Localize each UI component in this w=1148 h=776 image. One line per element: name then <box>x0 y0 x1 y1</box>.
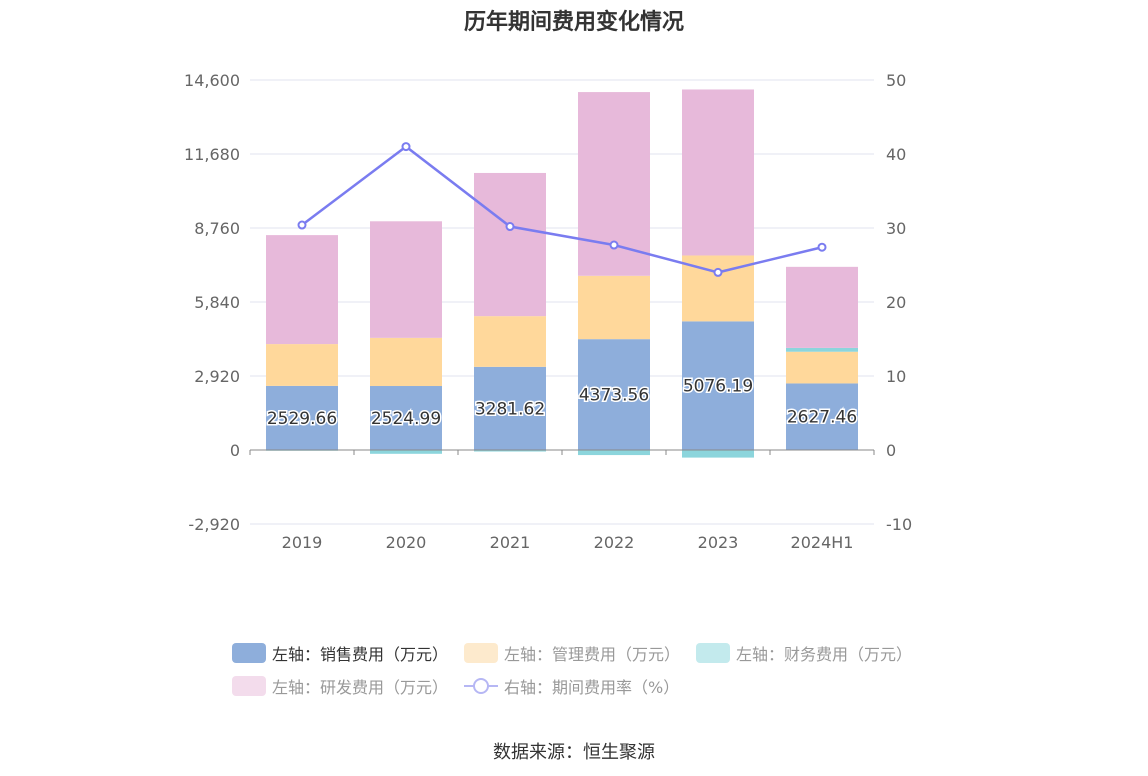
left-tick-label: 0 <box>230 441 240 460</box>
left-tick-label: 8,760 <box>194 219 240 238</box>
x-tick-label: 2023 <box>698 533 739 552</box>
bar-segment[interactable] <box>370 337 442 387</box>
bar-segment[interactable] <box>786 266 858 348</box>
x-tick-label: 2024H1 <box>791 533 854 552</box>
bar-value-label: 5076.19 <box>683 377 753 397</box>
bars <box>266 89 858 458</box>
bar-value-label: 2524.99 <box>371 409 441 429</box>
right-tick-label: 40 <box>886 145 906 164</box>
bar-segment[interactable] <box>266 385 338 450</box>
right-tick-label: -10 <box>886 515 912 534</box>
bar-segment[interactable] <box>682 89 754 256</box>
rate-point[interactable] <box>817 242 827 252</box>
right-tick-label: 20 <box>886 293 906 312</box>
bar-value-label: 3281.62 <box>475 399 545 419</box>
bar-segment[interactable] <box>578 450 650 456</box>
legend-finance-label: 左轴：财务费用（万元） <box>736 645 913 664</box>
rate-point[interactable] <box>401 142 411 152</box>
left-tick-label: -2,920 <box>188 515 240 534</box>
right-tick-label: 50 <box>886 71 906 90</box>
legend-rd[interactable]: 左轴：研发费用（万元） <box>232 674 448 698</box>
bar-value-labels: 2529.66 2524.99 3281.62 4373.56 5076.19 2627.… <box>265 375 858 430</box>
bar-segment[interactable] <box>474 172 546 317</box>
bar-segment[interactable] <box>682 450 754 458</box>
legend-rd-label: 左轴：研发费用（万元） <box>272 678 449 697</box>
bar-segment[interactable] <box>370 386 442 450</box>
bar-segment[interactable] <box>370 221 442 338</box>
rate-line <box>297 142 827 277</box>
legend-rate-label: 右轴：期间费用率（%） <box>504 678 680 697</box>
right-axis-ticks: -10 0 10 20 30 40 50 <box>886 71 912 534</box>
bar-value-label: 2529.66 <box>267 409 337 429</box>
bar-segment[interactable] <box>370 450 442 454</box>
right-tick-label: 30 <box>886 219 906 238</box>
left-tick-label: 11,680 <box>184 145 240 164</box>
legend-admin-swatch <box>464 643 498 663</box>
x-axis-ticks: 2019 2020 2021 2022 2023 2024H1 <box>249 450 875 552</box>
rate-line-path <box>301 145 823 274</box>
legend-rate-swatch <box>464 678 498 694</box>
bar-segment[interactable] <box>786 351 858 384</box>
bar-segment[interactable] <box>578 339 650 450</box>
left-tick-label: 5,840 <box>194 293 240 312</box>
bar-segment[interactable] <box>682 321 754 450</box>
legend-finance-swatch <box>696 643 730 663</box>
legend-admin[interactable]: 左轴：管理费用（万元） <box>464 641 680 665</box>
legend-admin-label: 左轴：管理费用（万元） <box>504 645 681 664</box>
legend-sales[interactable]: 左轴：销售费用（万元） <box>232 641 448 665</box>
bar-segment[interactable] <box>266 344 338 386</box>
right-tick-label: 0 <box>886 441 896 460</box>
left-tick-label: 2,920 <box>194 367 240 386</box>
bar-segment[interactable] <box>474 450 546 452</box>
bar-segment[interactable] <box>474 316 546 367</box>
x-tick-label: 2020 <box>386 533 427 552</box>
rate-point[interactable] <box>609 240 619 250</box>
legend-rate[interactable]: 右轴：期间费用率（%） <box>464 674 679 698</box>
bar-segment[interactable] <box>786 383 858 450</box>
right-tick-label: 10 <box>886 367 906 386</box>
x-tick-label: 2022 <box>594 533 635 552</box>
rate-point[interactable] <box>713 267 723 277</box>
bar-value-label: 4373.56 <box>579 386 649 406</box>
bar-segment[interactable] <box>474 366 546 450</box>
bar-segment[interactable] <box>578 275 650 340</box>
grid-lines <box>250 79 874 525</box>
source-note: 数据来源：恒生聚源 <box>493 742 655 763</box>
rate-point[interactable] <box>297 220 307 230</box>
legend-sales-swatch <box>232 643 266 663</box>
left-tick-label: 14,600 <box>184 71 240 90</box>
left-axis-ticks: -2,920 0 2,920 5,840 8,760 11,680 14,600 <box>184 71 240 534</box>
legend-sales-label: 左轴：销售费用（万元） <box>272 645 449 664</box>
rate-point[interactable] <box>505 222 515 232</box>
bar-segment[interactable] <box>786 347 858 352</box>
x-tick-label: 2019 <box>282 533 323 552</box>
legend-rd-swatch <box>232 676 266 696</box>
bar-segment[interactable] <box>266 235 338 345</box>
x-tick-label: 2021 <box>490 533 531 552</box>
legend-finance[interactable]: 左轴：财务费用（万元） <box>696 641 912 665</box>
chart-title: 历年期间费用变化情况 <box>463 10 684 35</box>
bar-value-label: 2627.46 <box>787 408 857 428</box>
